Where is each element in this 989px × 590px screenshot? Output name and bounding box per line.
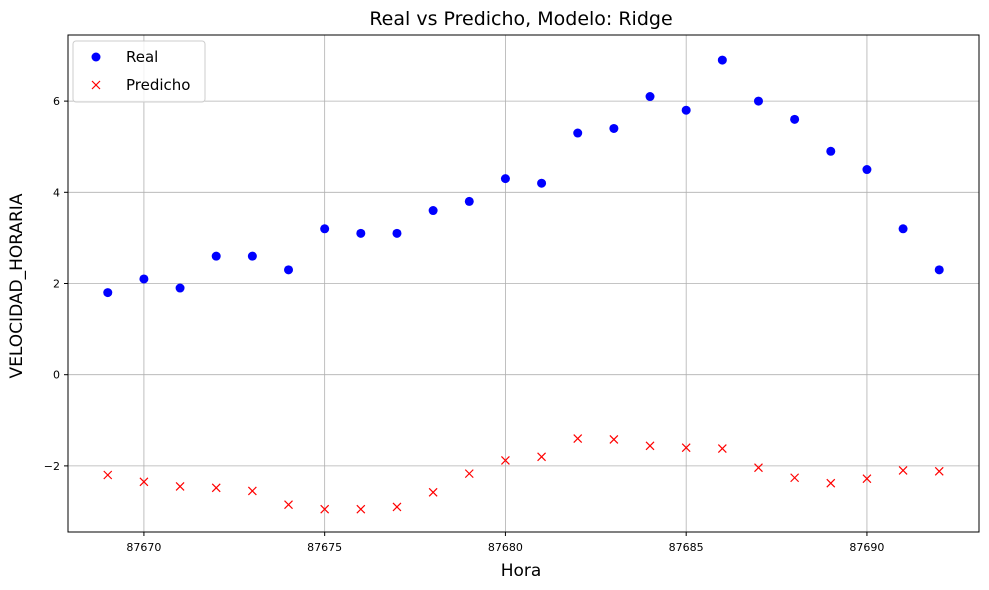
legend: Real Predicho — [72, 40, 206, 103]
y-tick-label: 4 — [53, 186, 60, 199]
real-point — [934, 265, 944, 275]
real-point — [790, 114, 800, 124]
predicho-point — [501, 455, 510, 465]
predicho-point — [754, 463, 763, 473]
predicho-point — [645, 441, 655, 451]
legend-marker-predicho — [91, 80, 101, 90]
real-point — [645, 92, 655, 102]
real-point — [428, 206, 438, 216]
real-point — [862, 165, 872, 175]
real-point — [537, 178, 547, 188]
real-point — [500, 174, 510, 184]
predicho-point — [717, 444, 727, 453]
predicho-point — [247, 486, 257, 496]
y-tick-label: 0 — [53, 369, 60, 382]
real-point — [609, 123, 619, 133]
predicho-point — [681, 443, 691, 453]
predicho-point — [103, 470, 113, 480]
real-point — [573, 128, 583, 138]
predicho-point — [898, 466, 908, 475]
x-tick-label: 87670 — [126, 541, 161, 554]
data-series — [103, 55, 944, 514]
real-point — [753, 96, 763, 106]
legend-label-real: Real — [126, 48, 158, 66]
x-axis-title: Hora — [501, 561, 542, 581]
predicho-point — [356, 504, 366, 514]
x-tick-label: 87690 — [849, 541, 884, 554]
y-tick-label: −2 — [44, 460, 60, 473]
legend-label-predicho: Predicho — [126, 76, 190, 94]
real-point — [392, 228, 402, 238]
legend-box — [72, 40, 206, 103]
predicho-point — [428, 487, 438, 497]
predicho-point — [790, 473, 800, 483]
predicho-point — [573, 434, 583, 443]
real-point — [211, 251, 221, 261]
predicho-point — [862, 474, 872, 484]
real-point — [175, 283, 185, 293]
x-tick-label: 87680 — [488, 541, 523, 554]
x-tick-label: 87685 — [669, 541, 704, 554]
y-tick-label: 6 — [53, 95, 60, 108]
real-point — [898, 224, 908, 234]
predicho-point — [609, 435, 619, 444]
real-point — [247, 251, 257, 261]
real-point — [320, 224, 330, 234]
predicho-point — [826, 478, 836, 488]
real-point — [826, 146, 836, 156]
chart-title: Real vs Predicho, Modelo: Ridge — [369, 8, 672, 30]
real-point — [717, 55, 727, 65]
real-point — [681, 105, 691, 115]
predicho-point — [139, 477, 149, 487]
predicho-point — [392, 502, 402, 512]
predicho-point — [211, 483, 221, 493]
axis-ticks: 87670 87675 87680 87685 87690 −2 0 2 4 6 — [44, 95, 885, 554]
real-point — [139, 274, 149, 284]
y-tick-label: 2 — [53, 278, 60, 291]
grid-lines — [68, 35, 979, 532]
legend-marker-real — [91, 52, 101, 62]
predicho-point — [175, 481, 185, 491]
real-point — [103, 288, 113, 298]
predicho-point — [284, 500, 293, 510]
real-point — [464, 196, 474, 206]
predicho-point — [320, 504, 330, 514]
predicho-point — [464, 469, 474, 479]
predicho-point — [537, 452, 546, 462]
predicho-point — [934, 466, 944, 476]
y-axis-title: VELOCIDAD_HORARIA — [7, 193, 27, 378]
real-point — [284, 265, 294, 275]
x-tick-label: 87675 — [307, 541, 342, 554]
real-point — [356, 228, 366, 238]
